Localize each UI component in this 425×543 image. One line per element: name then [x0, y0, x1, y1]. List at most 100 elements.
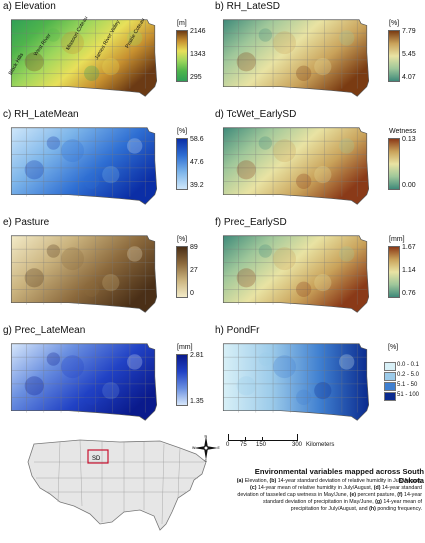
value-patch [296, 281, 312, 297]
value-patch [258, 28, 273, 42]
panel-title: d) TcWet_EarlySD [215, 109, 297, 120]
scale-tick-300: 300 [292, 442, 303, 448]
map-panel-3: c) RH_LateMean [%] 58.6 47.6 39.2 [0, 108, 212, 216]
legend-tick: 2.81 [190, 352, 204, 359]
usa-inset-map: SD [27, 439, 207, 531]
value-patch [102, 166, 120, 184]
value-patch [61, 31, 84, 55]
legend-tick: 1.35 [190, 398, 204, 405]
state-outline [222, 343, 370, 421]
caption-part-text: ponding frequency. [377, 506, 422, 513]
caption-part-letter: (e) [349, 492, 358, 499]
caption-part-letter: (c) [250, 485, 258, 492]
legend-swatch [384, 382, 396, 391]
value-patch [24, 268, 44, 288]
legend-label: 0.2 - 5.0 [397, 372, 420, 378]
map-panel-6: f) Prec_EarlySD [mm] 1.67 1.14 0.76 [212, 216, 424, 324]
legend-swatch [384, 372, 396, 381]
value-patch [314, 274, 332, 292]
value-patch [236, 268, 256, 288]
legend-swatch [384, 362, 396, 371]
caption-part-letter: (a) [236, 478, 245, 484]
legend-colorbar [388, 246, 400, 298]
legend-label: 0.0 - 0.1 [397, 362, 420, 368]
value-patch [102, 274, 120, 292]
legend-tick: 5.45 [402, 51, 416, 58]
color-legend: [%] 58.6 47.6 39.2 [172, 128, 212, 208]
legend-tick: 0 [190, 290, 194, 297]
caption-part-letter: (h) [369, 506, 378, 513]
panel-title: h) PondFr [215, 325, 260, 336]
scale-tick-0: 0 [226, 442, 230, 448]
panel-title: c) RH_LateMean [3, 109, 79, 120]
map-panel-5: e) Pasture [%] 89 27 0 [0, 216, 212, 324]
legend-tick: 27 [190, 267, 198, 274]
value-patch [24, 376, 44, 396]
state-outline [10, 343, 158, 421]
caption-part-text: 14-year mean of relative humidity in Jul… [257, 485, 374, 492]
legend-unit: [mm] [389, 236, 405, 243]
legend-tick: 47.6 [190, 159, 204, 166]
value-patch [314, 58, 332, 76]
state-outline [10, 127, 158, 205]
panel-title: b) RH_LateSD [215, 1, 281, 12]
value-patch [102, 382, 120, 400]
value-patch [236, 160, 256, 180]
compass-w: W [192, 446, 196, 450]
compass-s: S [205, 459, 208, 462]
legend-colorbar [176, 30, 188, 82]
county-lines [11, 343, 155, 413]
legend-swatch [384, 392, 396, 401]
caption-part-letter: (d) [373, 485, 382, 492]
county-lines [11, 127, 155, 197]
state-outline [222, 235, 370, 313]
value-patch [24, 160, 44, 180]
county-lines [223, 343, 367, 413]
legend-colorbar [176, 138, 188, 190]
color-legend: [%] 7.79 5.45 4.07 [384, 20, 424, 100]
state-map [222, 127, 370, 205]
value-patch [339, 30, 355, 46]
map-panel-2: b) RH_LateSD [%] 7.79 5.45 4.07 [212, 0, 424, 108]
caption-part-text: percent pasture, [357, 492, 398, 499]
county-lines [11, 19, 155, 89]
legend-label: 5.1 - 50 [397, 382, 418, 388]
legend-tick: 89 [190, 244, 198, 251]
sd-highlight-box [87, 449, 109, 464]
state-map [222, 19, 370, 97]
legend-tick: 2146 [190, 28, 206, 35]
legend-unit: [m] [177, 20, 187, 27]
scale-unit: Kilometers [306, 442, 335, 448]
panel-title: g) Prec_LateMean [3, 325, 86, 336]
color-legend: [%] 89 27 0 [172, 236, 212, 316]
legend-tick: 7.79 [402, 28, 416, 35]
value-patch [236, 376, 256, 396]
caption-part-text: Elevation, [244, 478, 270, 484]
caption-part-text: 14-year mean of precipitation for July/A… [290, 499, 422, 513]
panel-title: f) Prec_EarlySD [215, 217, 287, 228]
compass-rose: N S W E [192, 435, 220, 463]
scale-tick-75: 75 [240, 442, 247, 448]
legend-unit: [mm] [177, 344, 193, 351]
value-patch [46, 244, 61, 258]
value-patch [314, 166, 332, 184]
map-panel-7: g) Prec_LateMean [mm] 2.81 1.35 [0, 324, 212, 432]
value-patch [296, 389, 312, 405]
legend-colorbar [388, 30, 400, 82]
value-patch [84, 173, 100, 189]
caption-part-text: 14-year standard deviation of relative h… [277, 478, 422, 484]
legend-tick: 1.67 [402, 244, 416, 251]
value-patch [258, 244, 273, 258]
legend-tick: 39.2 [190, 182, 204, 189]
value-patch [84, 389, 100, 405]
caption-part-letter: (f) [397, 492, 405, 499]
legend-tick: 4.07 [402, 74, 416, 81]
legend-tick: 0.13 [402, 136, 416, 143]
state-map [10, 343, 158, 421]
state-map [222, 343, 370, 421]
value-patch [296, 173, 312, 189]
caption-part-text: 14-year standard deviation of precipitat… [262, 492, 422, 506]
color-legend: [mm] 2.81 1.35 [172, 344, 212, 424]
value-patch [127, 354, 143, 370]
map-panel-4: d) TcWet_EarlySD Wetness 0.13 0.00 [212, 108, 424, 216]
